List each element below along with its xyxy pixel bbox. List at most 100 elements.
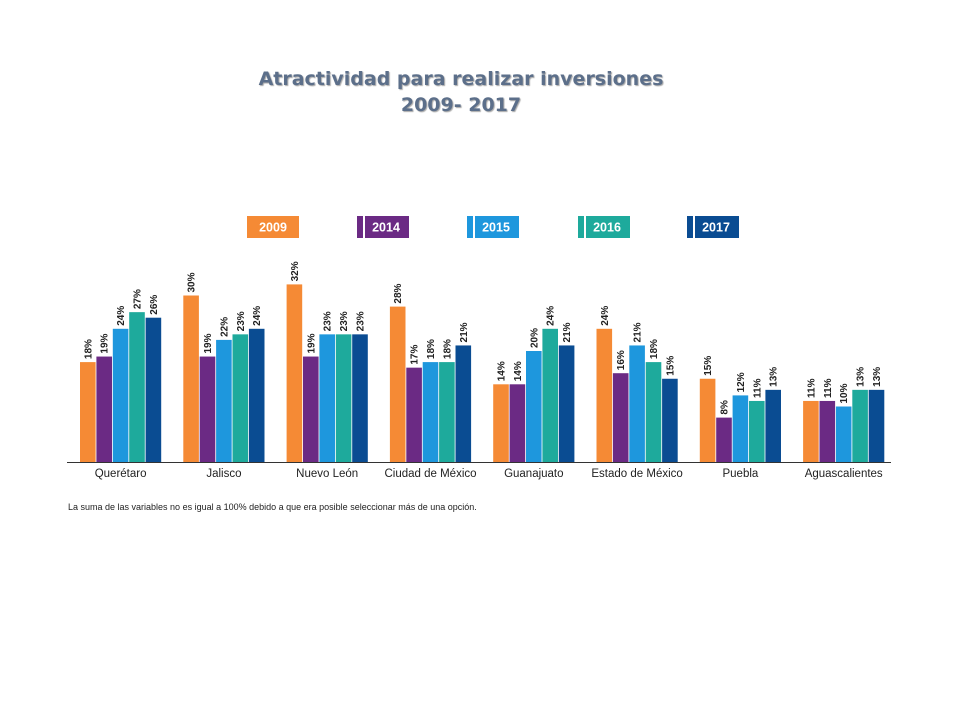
- data-label-2015-5: 21%: [633, 322, 644, 342]
- data-label-2016-5: 18%: [649, 339, 660, 359]
- data-label-2009-2: 32%: [290, 261, 301, 281]
- bar-2015-7: [835, 406, 852, 462]
- bar-2015-2: [319, 334, 335, 462]
- data-label-2009-1: 30%: [187, 272, 198, 292]
- legend-swatch-divider-2015: [473, 216, 475, 238]
- data-label-2017-0: 26%: [149, 295, 160, 315]
- chart-subtitle-line: 2009- 2017: [400, 94, 522, 116]
- bar-2009-7: [803, 400, 819, 462]
- data-label-2014-0: 19%: [100, 333, 111, 353]
- bar-2014-3: [406, 367, 422, 462]
- data-label-2017-1: 24%: [252, 306, 263, 326]
- data-label-2015-0: 24%: [116, 306, 127, 326]
- bar-2009-6: [699, 378, 716, 462]
- data-label-2016-7: 13%: [856, 367, 867, 387]
- bar-2009-0: [80, 362, 96, 462]
- bar-2017-1: [248, 328, 265, 462]
- data-label-2016-0: 27%: [133, 289, 144, 309]
- bar-2009-4: [493, 384, 509, 462]
- legend-swatch-2009: [247, 216, 299, 238]
- bar-2017-0: [145, 317, 162, 462]
- data-label-2015-3: 18%: [426, 339, 437, 359]
- data-label-2016-1: 23%: [236, 311, 247, 331]
- data-label-2014-2: 19%: [306, 333, 317, 353]
- legend-label-2015: 2015: [482, 221, 510, 235]
- bar-2015-6: [732, 395, 749, 462]
- bar-2016-6: [749, 400, 765, 462]
- data-label-2017-6: 13%: [769, 367, 780, 387]
- legend-swatch-divider-2017: [693, 216, 695, 238]
- bar-2016-4: [542, 328, 558, 462]
- data-label-2014-7: 11%: [823, 378, 834, 398]
- legend-swatch-2017: [687, 216, 739, 238]
- category-label-7: Aguascalientes: [805, 468, 883, 480]
- category-label-4: Guanajuato: [504, 468, 563, 480]
- category-label-2: Nuevo León: [296, 468, 358, 480]
- legend-label-2016: 2016: [593, 221, 621, 235]
- chart-title: Atractividad para realizar inversiones 2…: [0, 66, 922, 118]
- bar-2017-2: [352, 334, 368, 462]
- legend-swatch-divider-2014: [363, 216, 365, 238]
- bar-2014-4: [509, 384, 526, 462]
- data-label-2015-1: 22%: [219, 317, 230, 337]
- bar-2014-5: [612, 373, 629, 462]
- bar-2015-4: [526, 351, 542, 462]
- category-label-5: Estado de México: [591, 468, 682, 480]
- bar-2017-3: [455, 345, 472, 462]
- legend-label-2009: 2009: [259, 221, 287, 235]
- bar-2009-5: [596, 328, 613, 462]
- data-label-2014-1: 19%: [203, 333, 214, 353]
- data-label-2017-3: 21%: [459, 322, 470, 342]
- bar-2016-3: [439, 362, 455, 462]
- data-label-2015-2: 23%: [323, 311, 334, 331]
- bar-2014-7: [819, 400, 836, 462]
- legend-label-2014: 2014: [372, 221, 400, 235]
- category-label-6: Puebla: [722, 468, 758, 480]
- data-label-2015-6: 12%: [736, 372, 747, 392]
- bar-2017-4: [558, 345, 575, 462]
- bar-2017-6: [765, 389, 781, 462]
- chart-footnote: La suma de las variables no es igual a 1…: [68, 502, 477, 512]
- category-label-1: Jalisco: [206, 468, 241, 480]
- bar-2009-3: [389, 306, 406, 462]
- bar-2015-5: [629, 345, 645, 462]
- bar-2016-7: [852, 389, 868, 462]
- data-label-2014-5: 16%: [616, 350, 627, 370]
- data-label-2016-4: 24%: [546, 306, 557, 326]
- data-label-2014-4: 14%: [513, 361, 524, 381]
- bar-2014-0: [96, 356, 112, 462]
- bar-2015-1: [216, 339, 232, 462]
- data-label-2009-5: 24%: [600, 306, 611, 326]
- data-label-2009-6: 15%: [703, 356, 714, 376]
- legend-swatch-2016: [578, 216, 630, 238]
- data-label-2016-3: 18%: [442, 339, 453, 359]
- data-label-2016-6: 11%: [752, 378, 763, 398]
- data-label-2016-2: 23%: [339, 311, 350, 331]
- data-label-2017-5: 15%: [665, 356, 676, 376]
- bar-2015-0: [112, 328, 129, 462]
- bar-2014-1: [199, 356, 216, 462]
- bar-2015-3: [422, 362, 439, 462]
- bar-2016-5: [645, 362, 662, 462]
- data-label-2017-4: 21%: [562, 322, 573, 342]
- legend-swatch-divider-2016: [584, 216, 586, 238]
- data-label-2017-7: 13%: [872, 367, 883, 387]
- data-label-2009-3: 28%: [393, 283, 404, 303]
- data-label-2014-6: 8%: [720, 400, 731, 415]
- data-label-2009-4: 14%: [497, 361, 508, 381]
- data-label-2014-3: 17%: [410, 345, 421, 365]
- bar-2009-1: [183, 295, 199, 462]
- chart-title-line: Atractividad para realizar inversiones: [258, 68, 664, 90]
- bar-2016-2: [335, 334, 352, 462]
- bar-2016-0: [129, 312, 145, 462]
- bar-2009-2: [286, 284, 303, 462]
- bar-2014-6: [716, 417, 732, 462]
- category-label-0: Querétaro: [95, 468, 147, 480]
- data-label-2015-4: 20%: [529, 328, 540, 348]
- legend-swatch-2014: [357, 216, 409, 238]
- data-label-2009-0: 18%: [83, 339, 94, 359]
- data-label-2015-7: 10%: [839, 383, 850, 403]
- legend-swatch-2015: [467, 216, 519, 238]
- data-label-2009-7: 11%: [806, 378, 817, 398]
